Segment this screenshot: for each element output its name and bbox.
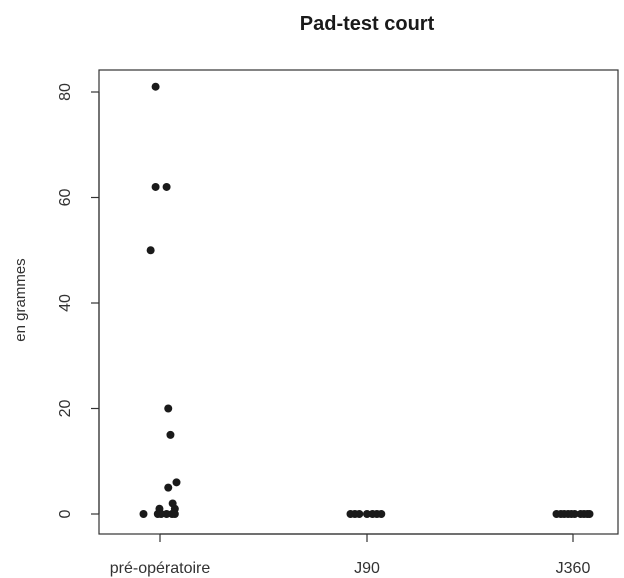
data-point bbox=[164, 404, 173, 413]
plot-frame bbox=[98, 69, 619, 535]
data-point bbox=[139, 510, 148, 518]
data-point bbox=[166, 430, 175, 439]
data-point bbox=[162, 182, 171, 191]
data-point bbox=[570, 510, 579, 518]
y-tick-label: 60 bbox=[57, 189, 74, 207]
y-axis-label: en grammes bbox=[12, 258, 29, 341]
data-point bbox=[355, 510, 364, 518]
y-axis: 0 20 40 60 80 bbox=[57, 83, 100, 518]
data-point bbox=[157, 510, 166, 518]
x-tick-label: pré-opératoire bbox=[110, 560, 211, 577]
data-points bbox=[139, 82, 594, 518]
data-point bbox=[172, 478, 181, 487]
x-tick-label: J90 bbox=[354, 560, 380, 577]
data-point bbox=[151, 82, 160, 91]
data-point bbox=[146, 246, 155, 255]
x-axis: pré-opératoire J90 J360 bbox=[110, 533, 591, 577]
y-tick-label: 40 bbox=[57, 294, 74, 312]
data-point bbox=[164, 483, 173, 492]
data-point bbox=[170, 510, 179, 518]
y-tick-label: 80 bbox=[57, 83, 74, 101]
data-point bbox=[162, 510, 171, 518]
data-point bbox=[151, 182, 160, 191]
data-point bbox=[377, 510, 386, 518]
data-point bbox=[585, 510, 594, 518]
chart-title: Pad-test court bbox=[300, 13, 435, 35]
x-tick-label: J360 bbox=[556, 560, 591, 577]
y-tick-label: 20 bbox=[57, 400, 74, 418]
data-point bbox=[363, 510, 371, 518]
y-tick-label: 0 bbox=[57, 509, 74, 518]
